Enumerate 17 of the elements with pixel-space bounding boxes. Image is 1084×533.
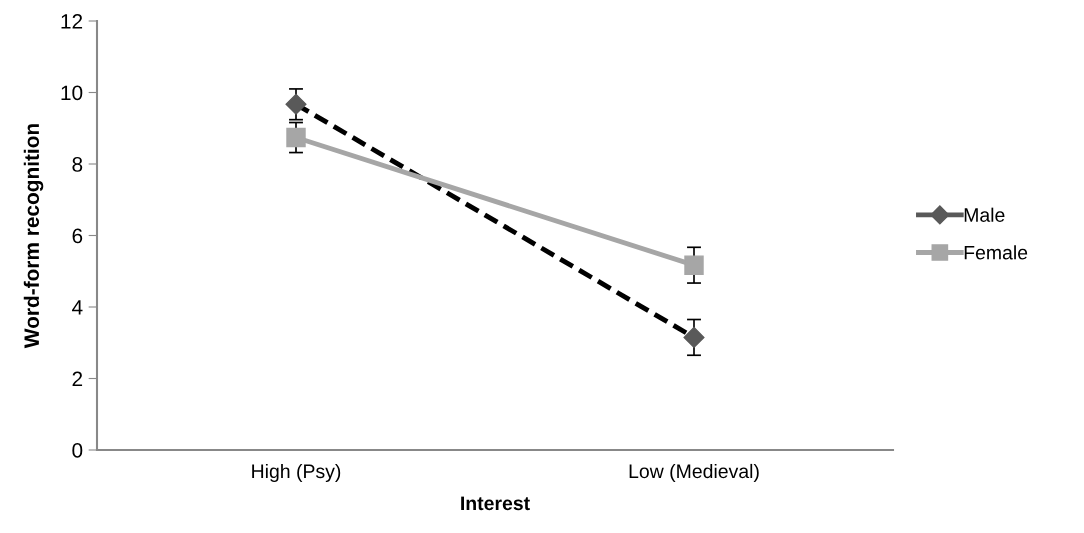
y-tick-label: 0	[72, 443, 83, 458]
y-tick-label: 8	[72, 157, 83, 172]
point	[286, 127, 306, 148]
legend-label: Female	[964, 245, 1028, 260]
x-tick-label: High (Psy)	[252, 463, 341, 483]
point	[285, 93, 307, 115]
point	[683, 326, 705, 348]
y-tick-label: 10	[61, 85, 83, 101]
y-tick-label: 2	[72, 371, 83, 387]
y-axis-title: Word-form recognition	[23, 124, 44, 349]
y-tick-label: 12	[61, 14, 83, 29]
point	[684, 255, 704, 275]
x-axis-title: Interest	[461, 496, 530, 511]
legend-label: Male	[964, 207, 1005, 222]
x-tick-label: Low (Medieval)	[629, 463, 759, 483]
y-tick-label: 6	[72, 228, 83, 244]
y-tick-label: 4	[72, 300, 83, 315]
